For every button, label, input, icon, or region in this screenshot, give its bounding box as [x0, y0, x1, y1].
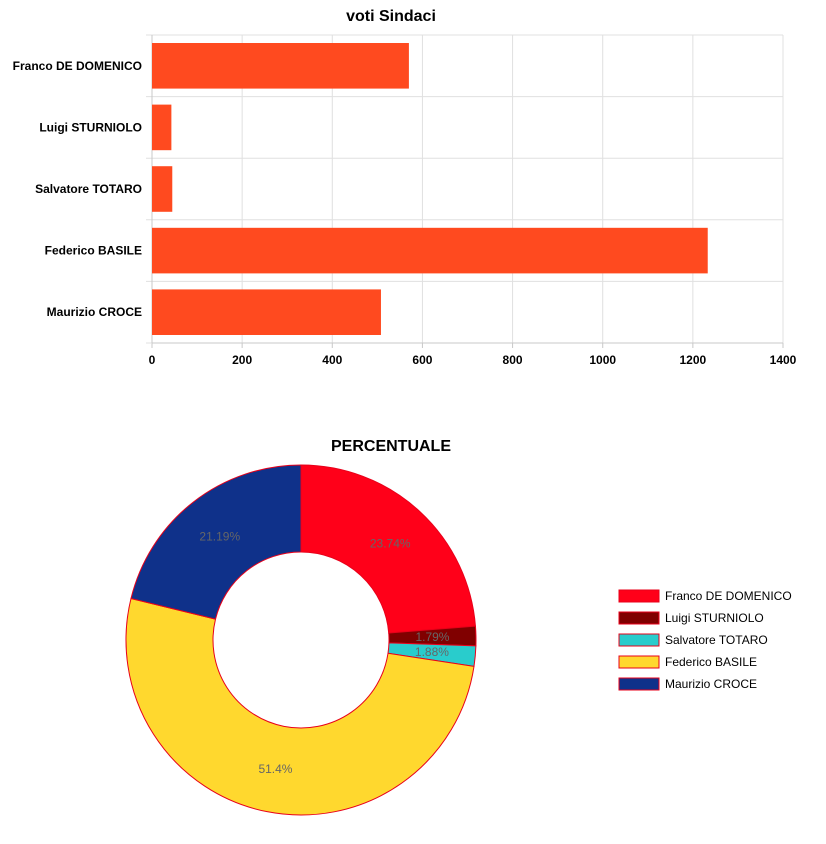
bar-category-label: Maurizio CROCE	[47, 305, 142, 319]
donut-slice-labels: 23.74% 1.79%1.88% 51.4% 21.19%	[199, 530, 449, 776]
bar-x-tick-label: 800	[503, 353, 523, 367]
bar-series	[152, 43, 708, 335]
legend-label: Luigi STURNIOLO	[665, 611, 764, 625]
bar-x-tick-label: 600	[412, 353, 432, 367]
donut-slice	[300, 464, 476, 634]
bar-x-tick-label: 400	[322, 353, 342, 367]
bar	[152, 166, 173, 212]
donut-chart-title: PERCENTUALE	[331, 438, 451, 455]
bar	[152, 227, 708, 274]
bar	[152, 43, 409, 89]
bar-x-tick-label: 200	[232, 353, 252, 367]
donut-slice-label: 51.4%	[258, 762, 292, 776]
bar-x-axis-ticks: 0 200 400 600 800 1000 1200 1400	[149, 353, 797, 367]
legend-swatch	[618, 589, 660, 603]
donut-slices	[125, 464, 477, 816]
donut-slice-label: 1.88%	[415, 645, 449, 659]
bar-category-label: Luigi STURNIOLO	[39, 120, 142, 134]
donut-legend: Franco DE DOMENICO Luigi STURNIOLO Salvato…	[618, 589, 792, 691]
bar-x-tick-label: 1200	[680, 353, 707, 367]
bar-category-label: Salvatore TOTARO	[35, 182, 142, 196]
bar-category-label: Federico BASILE	[45, 244, 142, 258]
legend-swatch	[618, 633, 660, 647]
bar	[152, 289, 381, 335]
legend-swatch	[618, 611, 660, 625]
bar-x-tick-label: 1400	[770, 353, 797, 367]
bar	[152, 104, 172, 151]
donut-slice	[125, 597, 475, 816]
legend-swatch	[618, 677, 660, 691]
donut-slice-label: 1.79%	[415, 630, 449, 644]
donut-slice-label: 21.19%	[199, 530, 240, 544]
bar-category-label: Franco DE DOMENICO	[13, 59, 142, 73]
donut-chart: PERCENTUALE 23.74%1.79%1.88%51.4%21.19% …	[125, 438, 792, 816]
bar-chart: voti Sindaci Franco DE DOMENICO Luigi STU…	[13, 8, 797, 367]
donut-slice	[130, 464, 302, 620]
donut-slice-label: 23.74%	[370, 536, 411, 550]
legend-label: Franco DE DOMENICO	[665, 589, 792, 603]
legend-swatch	[618, 655, 660, 669]
legend-label: Maurizio CROCE	[665, 677, 757, 691]
bar-category-labels: Franco DE DOMENICO Luigi STURNIOLO Salvato…	[13, 59, 142, 319]
bar-chart-title: voti Sindaci	[346, 8, 436, 25]
bar-x-tick-label: 1000	[589, 353, 616, 367]
legend-label: Salvatore TOTARO	[665, 633, 768, 647]
bar-x-tick-label: 0	[149, 353, 156, 367]
legend-label: Federico BASILE	[665, 655, 757, 669]
